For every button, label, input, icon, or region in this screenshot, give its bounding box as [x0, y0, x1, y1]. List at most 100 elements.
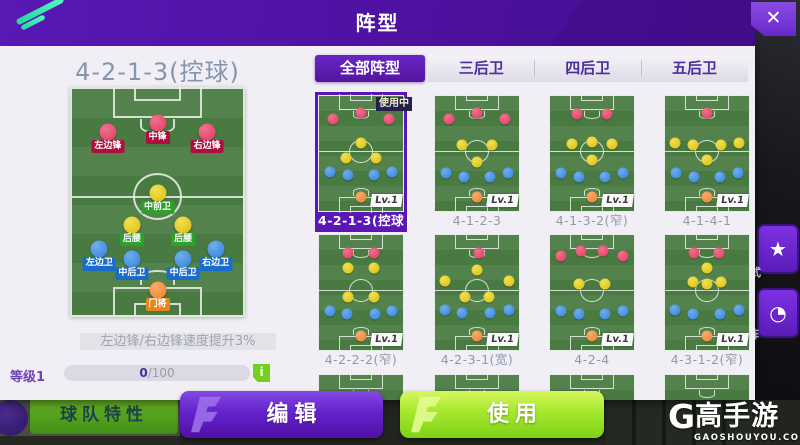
- tab-four-backs[interactable]: 四后卫: [534, 55, 641, 82]
- player-dot: [502, 167, 514, 179]
- player-dot: [670, 167, 682, 179]
- formation-logo-icon: [411, 396, 442, 433]
- player-dot: [342, 262, 354, 274]
- formation-card[interactable]: Lv.1 4-2-4: [549, 233, 635, 368]
- pitch-marking: [695, 345, 719, 352]
- formation-card[interactable]: Lv.1 4-1-2-3: [434, 94, 520, 229]
- player-dot: [324, 166, 336, 178]
- pitch-marking: [349, 94, 373, 101]
- player-dot: [456, 139, 468, 151]
- background-text-fragment: 式: [750, 266, 761, 279]
- player-dot: [713, 247, 725, 259]
- player-dot: [458, 171, 470, 182]
- player-dot: [503, 275, 515, 287]
- formation-name: 4-1-2-3: [452, 213, 502, 228]
- tab-five-backs[interactable]: 五后卫: [641, 55, 748, 82]
- player-dot: [586, 191, 598, 203]
- player-dot: [617, 250, 629, 262]
- level-badge: Lv.1: [486, 194, 519, 207]
- formation-ability-text: 左边锋/右边锋速度提升3%: [80, 333, 276, 350]
- player-dot[interactable]: [123, 216, 141, 234]
- player-dot: [484, 171, 496, 182]
- pitch-marking: [465, 373, 489, 380]
- player-dot: [486, 139, 498, 151]
- player-dot: [342, 247, 354, 259]
- player-dot: [669, 137, 681, 149]
- formation-thumbnail: Lv.1: [318, 233, 404, 352]
- player-dot[interactable]: [149, 184, 166, 202]
- use-button[interactable]: 使用: [400, 391, 604, 438]
- level-label: 等级1: [10, 370, 46, 385]
- info-button[interactable]: i: [253, 364, 270, 382]
- formation-card[interactable]: Lv.1 4-2-2-2(窄): [318, 233, 404, 368]
- formation-thumbnail: Lv.1: [549, 94, 635, 213]
- player-position-label: 后腰: [171, 232, 196, 246]
- player-dot: [571, 108, 583, 120]
- level-badge: Lv.1: [486, 333, 519, 346]
- player-dot: [471, 191, 483, 203]
- player-dot: [597, 245, 609, 257]
- formation-thumbnail: Lv.1: [434, 233, 520, 352]
- formation-thumbnail: [664, 373, 750, 400]
- background-bottom-left-shadow: [0, 436, 180, 445]
- formation-logo-icon: [191, 396, 222, 433]
- player-dot: [555, 305, 567, 317]
- close-button[interactable]: ✕: [751, 2, 796, 36]
- player-dot: [368, 247, 380, 259]
- tab-all-formations[interactable]: 全部阵型: [315, 55, 425, 82]
- player-dot[interactable]: [207, 240, 225, 258]
- player-dot[interactable]: [99, 123, 117, 141]
- pitch-marking: [468, 327, 486, 335]
- pitch-marking: [580, 94, 604, 101]
- player-dot: [714, 171, 726, 182]
- player-dot[interactable]: [198, 123, 216, 141]
- main-pitch: 左边锋 中锋 右边锋 中前卫 后腰 后腰 左边卫 中后卫 中后卫 右边卫 门将: [70, 87, 245, 317]
- player-dot: [471, 264, 483, 275]
- formation-card[interactable]: Lv.1 4-2-3-1(宽): [434, 233, 520, 368]
- pitch-marking: [349, 206, 373, 213]
- player-dot: [327, 113, 339, 125]
- player-dot: [701, 278, 713, 290]
- tab-three-backs[interactable]: 三后卫: [428, 55, 535, 82]
- pitch-marking: [349, 278, 373, 302]
- watermark: G 高手游 GAOSHOUYOU.COM: [668, 399, 800, 445]
- player-dot: [701, 107, 713, 119]
- player-dot: [586, 136, 598, 148]
- player-dot[interactable]: [174, 216, 192, 234]
- player-dot[interactable]: [149, 114, 166, 132]
- formation-card[interactable]: 使用中 Lv.1 4-2-1-3(控球): [315, 92, 412, 232]
- player-dot: [733, 304, 745, 316]
- player-dot[interactable]: [123, 250, 141, 267]
- player-dot: [368, 169, 380, 181]
- formation-name: 4-2-1-3(控球): [318, 212, 411, 229]
- player-position-label: 中前卫: [140, 200, 175, 215]
- pitch-marking: [695, 373, 719, 380]
- formation-card[interactable]: [664, 373, 750, 400]
- player-position-label: 中后卫: [115, 266, 149, 280]
- team-traits-button[interactable]: 球队特性: [30, 398, 178, 434]
- pitch-marking: [465, 278, 489, 302]
- pitch-marking: [580, 233, 604, 240]
- player-dot: [341, 308, 353, 320]
- player-dot: [342, 291, 354, 303]
- player-dot[interactable]: [90, 240, 108, 258]
- pitch-marking: [698, 390, 716, 398]
- pitch-marking: [349, 233, 373, 240]
- formation-card[interactable]: Lv.1 4-1-3-2(窄): [549, 94, 635, 229]
- formation-card[interactable]: Lv.1 4-3-1-2(窄): [664, 233, 750, 368]
- player-dot: [701, 330, 713, 342]
- player-position-label: 右边卫: [199, 257, 233, 271]
- background-right-strip: ★ ◔: [752, 0, 800, 445]
- player-dot[interactable]: [149, 281, 166, 299]
- player-dot: [456, 307, 468, 319]
- player-position-label: 门将: [145, 298, 170, 312]
- player-dot[interactable]: [174, 250, 192, 267]
- player-dot: [355, 191, 367, 203]
- level-badge: Lv.1: [716, 194, 749, 207]
- level-progress-bar: 0/100: [64, 365, 250, 381]
- edit-button[interactable]: 编辑: [180, 391, 383, 438]
- player-dot: [473, 247, 485, 259]
- player-dot: [484, 307, 496, 319]
- formation-card[interactable]: Lv.1 4-1-4-1: [664, 94, 750, 229]
